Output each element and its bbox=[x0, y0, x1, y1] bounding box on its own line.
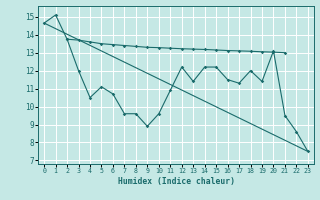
X-axis label: Humidex (Indice chaleur): Humidex (Indice chaleur) bbox=[117, 177, 235, 186]
